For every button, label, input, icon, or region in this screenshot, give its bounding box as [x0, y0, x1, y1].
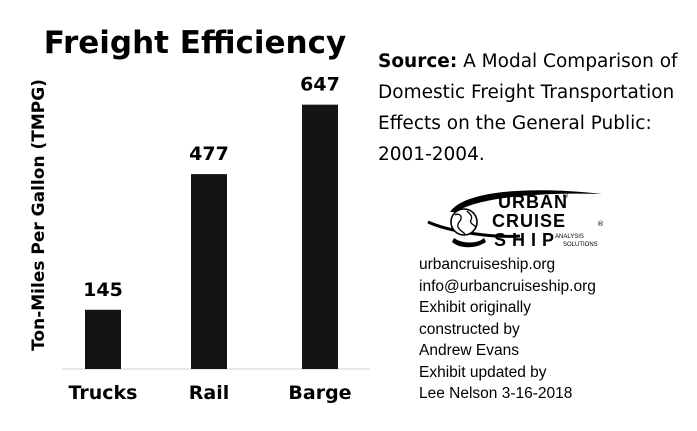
logo-word-urban: URBAN	[498, 192, 568, 212]
bar-rail	[191, 174, 227, 369]
data-label-barge: 647	[300, 74, 340, 96]
logo-registered-mark: ®	[562, 192, 569, 200]
credits: urbancruiseship.org info@urbancruiseship…	[419, 254, 689, 405]
source-note: Source: A Modal Comparison of Domestic F…	[378, 46, 678, 170]
logo-registered-mark-2: ®	[597, 220, 604, 228]
credit-line-3: Andrew Evans	[419, 342, 519, 359]
credit-line-4: Exhibit updated by	[419, 363, 547, 381]
logo-tag-solutions: SOLUTIONS	[563, 242, 598, 248]
website-link[interactable]: urbancruiseship.org	[419, 256, 556, 273]
email-link[interactable]: info@urbancruiseship.org	[419, 277, 596, 295]
chart-title: Freight Efficiency	[44, 25, 346, 61]
credit-line-5: Lee Nelson 3-16-2018	[419, 385, 573, 402]
x-tick-rail: Rail	[189, 382, 229, 404]
urban-cruise-ship-logo: URBAN CRUISE SHIP ® ® ANALYSIS SOLUTIONS	[427, 190, 604, 250]
globe-ship-icon	[427, 190, 602, 248]
logo-word-ship: SHIP	[494, 230, 560, 250]
chart: Freight Efficiency Ton-Miles Per Gallon …	[29, 25, 370, 404]
bar-barge	[302, 104, 338, 369]
data-label-rail: 477	[189, 143, 229, 165]
bars-group: 145 Trucks 477 Rail 647 Barge	[69, 74, 352, 404]
logo-tag-analysis: ANALYSIS	[555, 234, 584, 240]
data-label-trucks: 145	[83, 279, 123, 301]
x-tick-barge: Barge	[288, 382, 351, 404]
source-prefix: Source:	[378, 51, 458, 72]
y-axis-label: Ton-Miles Per Gallon (TMPG)	[29, 79, 49, 351]
credit-line-1: Exhibit originally	[419, 299, 531, 316]
source-text: A Modal Comparison of Domestic Freight T…	[378, 51, 678, 165]
x-tick-trucks: Trucks	[69, 382, 138, 404]
bar-trucks	[85, 309, 121, 369]
credit-line-2: constructed by	[419, 320, 520, 338]
logo-word-cruise: CRUISE	[492, 211, 566, 231]
